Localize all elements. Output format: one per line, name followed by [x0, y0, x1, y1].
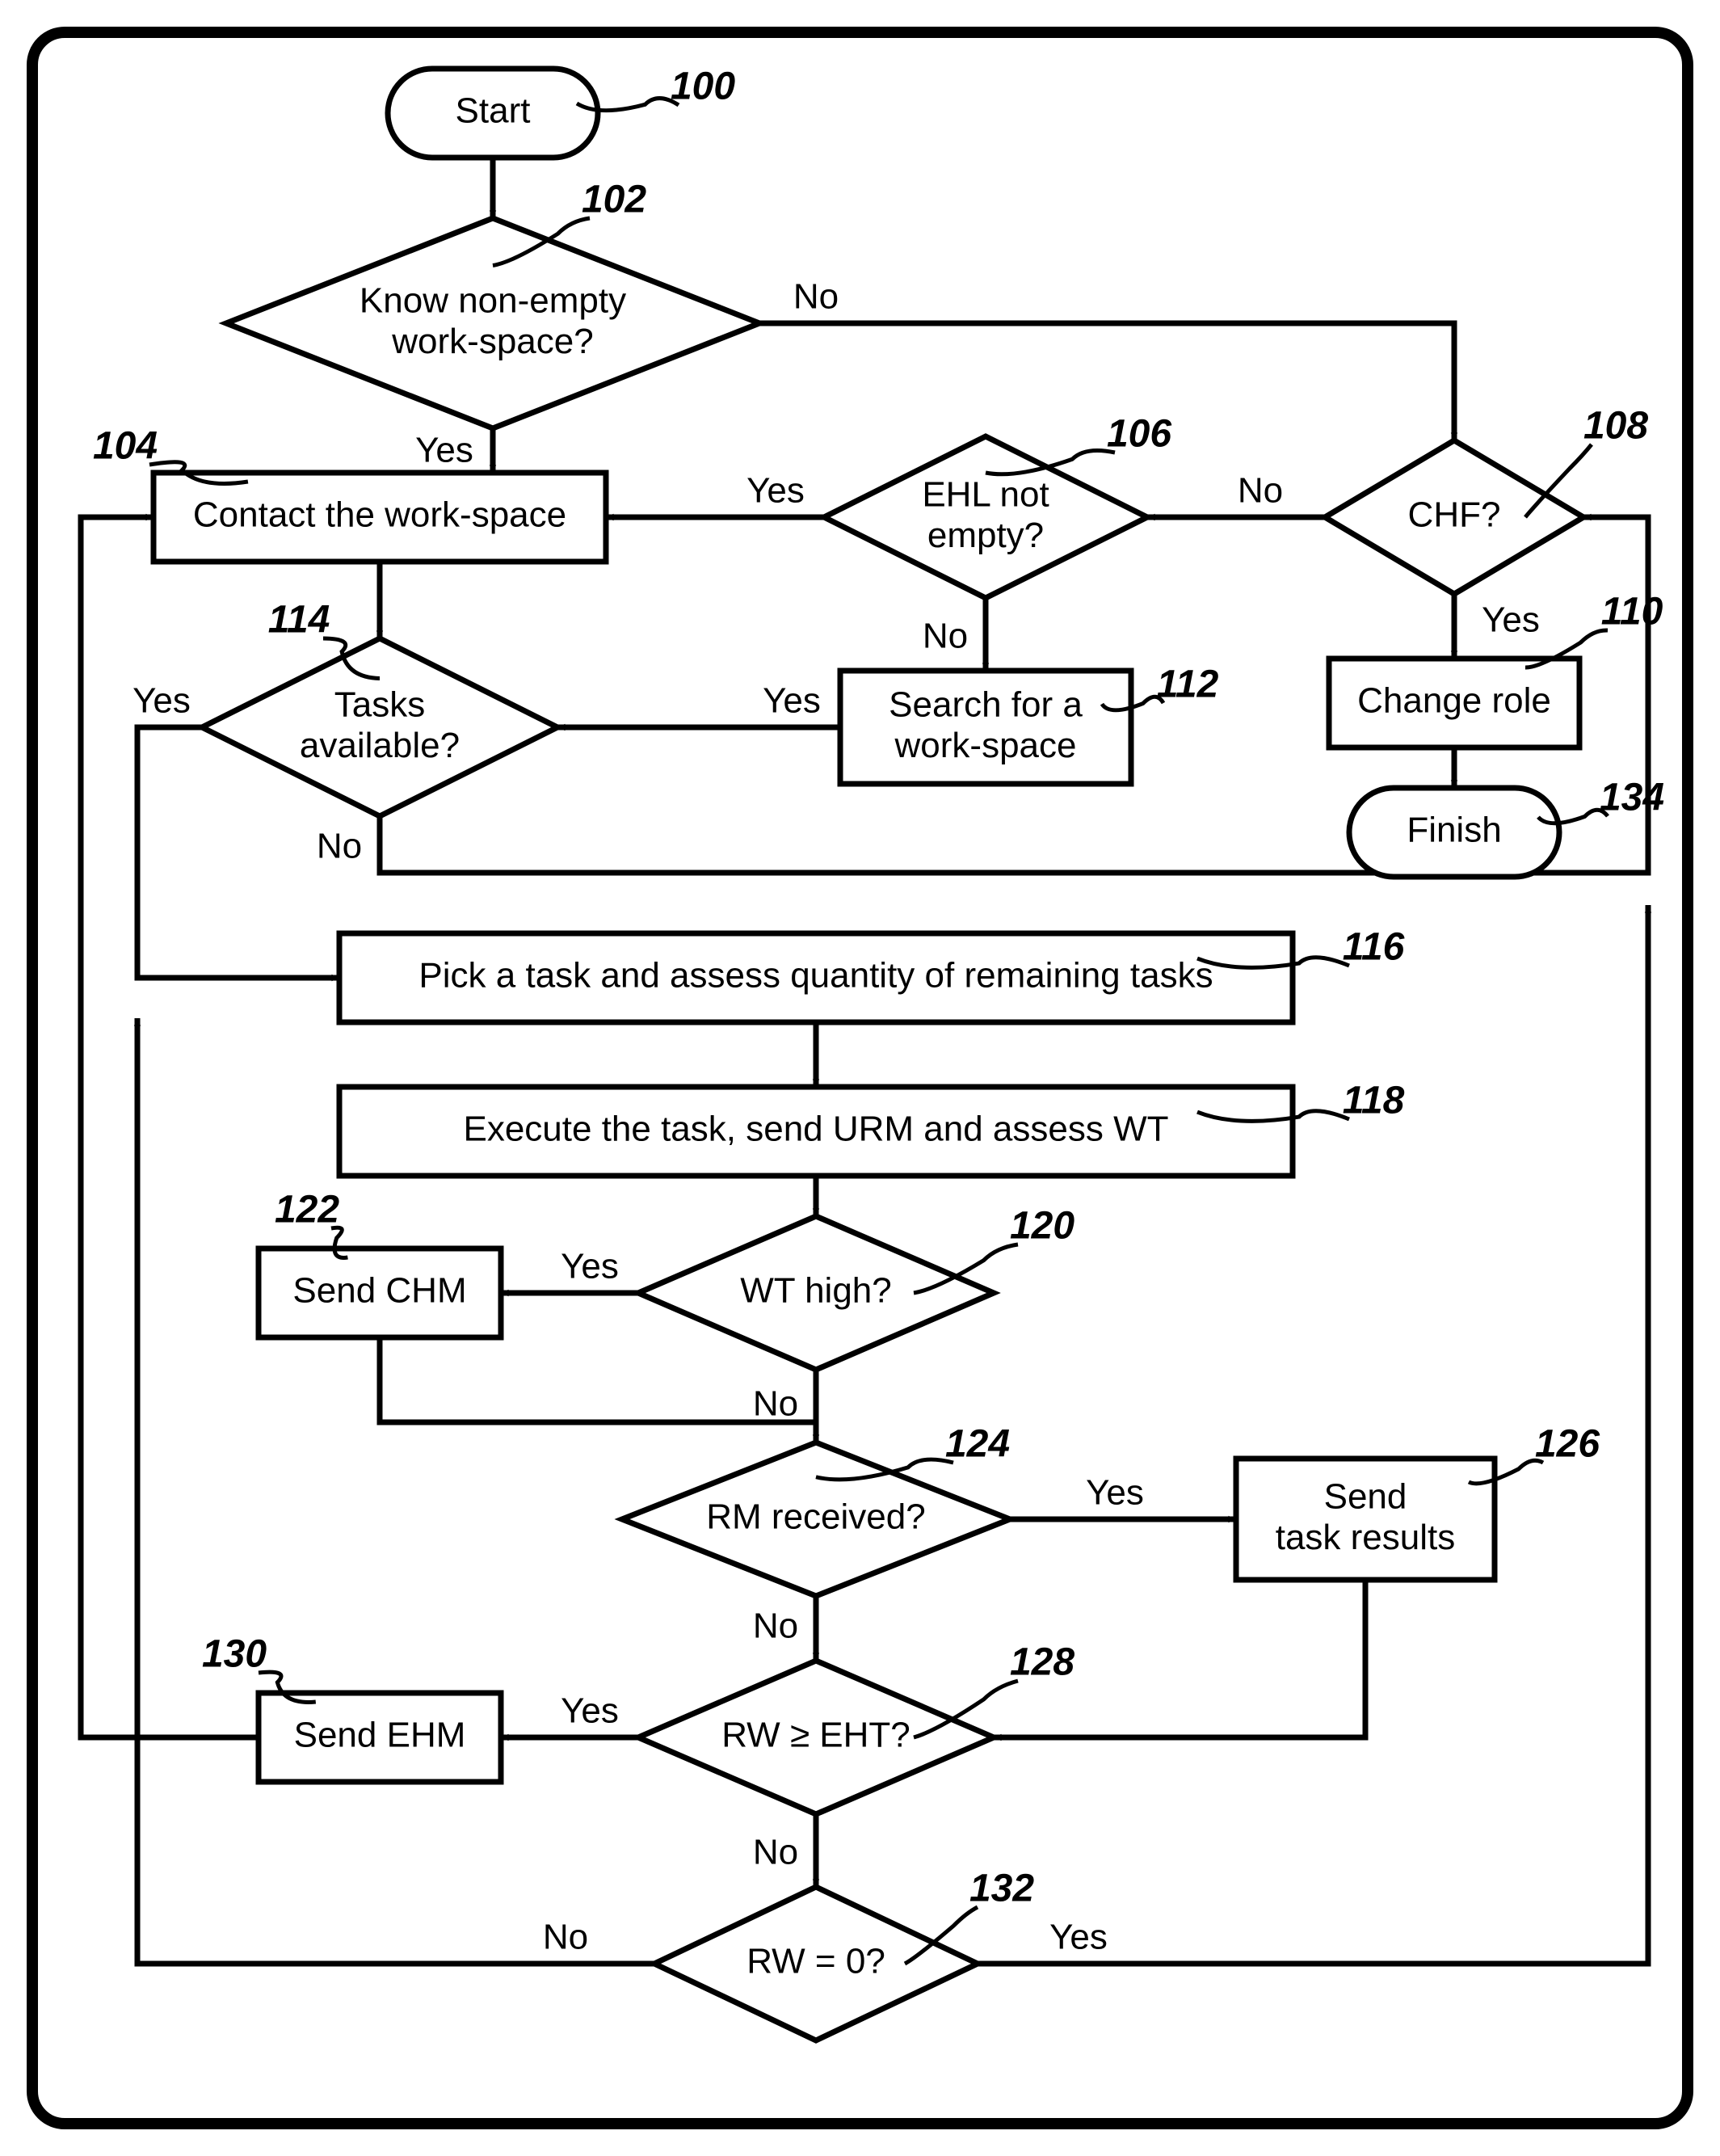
node-n118: Execute the task, send URM and assess WT — [339, 1087, 1293, 1176]
node-n128-text-0: RW ≥ EHT? — [721, 1716, 910, 1755]
node-n112-text-1: work-space — [894, 726, 1077, 765]
node-n112-text-0: Search for a — [889, 684, 1083, 724]
node-n126-text-0: Send — [1324, 1476, 1407, 1516]
edge-label-11: No — [317, 827, 362, 866]
node-n134-label: 134 — [1600, 777, 1664, 819]
edge-label-4: Yes — [746, 471, 805, 511]
edge-label-7: No — [923, 617, 968, 656]
edge-label-17: Yes — [1086, 1473, 1144, 1513]
node-n100-label: 100 — [671, 65, 735, 108]
node-n120-text-0: WT high? — [740, 1271, 892, 1311]
edge-label-24: Yes — [1049, 1918, 1108, 1957]
edge-label-14: Yes — [561, 1247, 619, 1286]
node-n116: Pick a task and assess quantity of remai… — [339, 933, 1293, 1022]
edge-label-5: Yes — [1482, 600, 1540, 640]
node-n124-label: 124 — [945, 1423, 1010, 1466]
node-n114-label: 114 — [268, 599, 330, 642]
edge-label-8: Yes — [763, 681, 821, 721]
edge-label-20: Yes — [561, 1691, 619, 1731]
node-n108-text-0: CHF? — [1408, 495, 1501, 535]
node-n110-text-0: Change role — [1357, 681, 1551, 721]
node-n126-text-1: task results — [1276, 1518, 1456, 1557]
node-n106-label: 106 — [1107, 413, 1171, 456]
edge-label-10: Yes — [132, 681, 191, 721]
edge-label-15: No — [753, 1384, 798, 1424]
edge-label-22: No — [753, 1833, 798, 1872]
node-n100-text-0: Start — [456, 91, 531, 131]
node-n108-label: 108 — [1583, 405, 1648, 448]
node-n104-text-0: Contact the work-space — [193, 495, 566, 535]
node-n130-text-0: Send EHM — [294, 1716, 466, 1755]
node-n122-text-0: Send CHM — [292, 1271, 466, 1311]
node-n112-label: 112 — [1157, 663, 1219, 706]
node-n130: Send EHM — [259, 1693, 501, 1782]
node-n126: Sendtask results — [1236, 1459, 1495, 1580]
node-n134: Finish — [1349, 788, 1559, 877]
node-n100: Start — [388, 69, 598, 158]
edge-label-3: No — [1238, 471, 1283, 511]
node-n116-label: 116 — [1343, 926, 1405, 969]
node-n122-label: 122 — [275, 1189, 339, 1232]
node-n114-text-0: Tasks — [334, 684, 425, 724]
node-n102-text-0: Know non-empty — [360, 280, 626, 320]
node-n132-label: 132 — [969, 1868, 1034, 1910]
node-n120-label: 120 — [1010, 1205, 1074, 1248]
edge-label-2: No — [793, 277, 839, 317]
node-n132-text-0: RW = 0? — [746, 1942, 885, 1981]
node-n124-text-0: RM received? — [706, 1497, 925, 1537]
node-n134-text-0: Finish — [1407, 811, 1501, 850]
node-n128-label: 128 — [1010, 1641, 1074, 1684]
node-n114-text-1: available? — [300, 726, 460, 765]
node-n110: Change role — [1329, 659, 1579, 747]
node-n112: Search for awork-space — [840, 671, 1131, 784]
node-n130-label: 130 — [202, 1633, 267, 1676]
node-n118-text-0: Execute the task, send URM and assess WT — [463, 1110, 1168, 1149]
node-n126-label: 126 — [1535, 1423, 1600, 1466]
edge-label-23: No — [543, 1918, 588, 1957]
node-n106-text-1: empty? — [927, 516, 1044, 555]
edge-label-1: Yes — [415, 431, 473, 470]
node-n110-label: 110 — [1601, 591, 1663, 634]
node-n102-text-1: work-space? — [391, 322, 593, 361]
node-n102-label: 102 — [582, 179, 646, 221]
node-n104: Contact the work-space — [153, 473, 606, 562]
node-n122: Send CHM — [259, 1249, 501, 1337]
node-n118-label: 118 — [1343, 1080, 1405, 1122]
node-n116-text-0: Pick a task and assess quantity of remai… — [418, 956, 1213, 996]
edge-label-18: No — [753, 1606, 798, 1646]
node-n104-label: 104 — [93, 425, 158, 468]
node-n106-text-0: EHL not — [922, 474, 1049, 514]
